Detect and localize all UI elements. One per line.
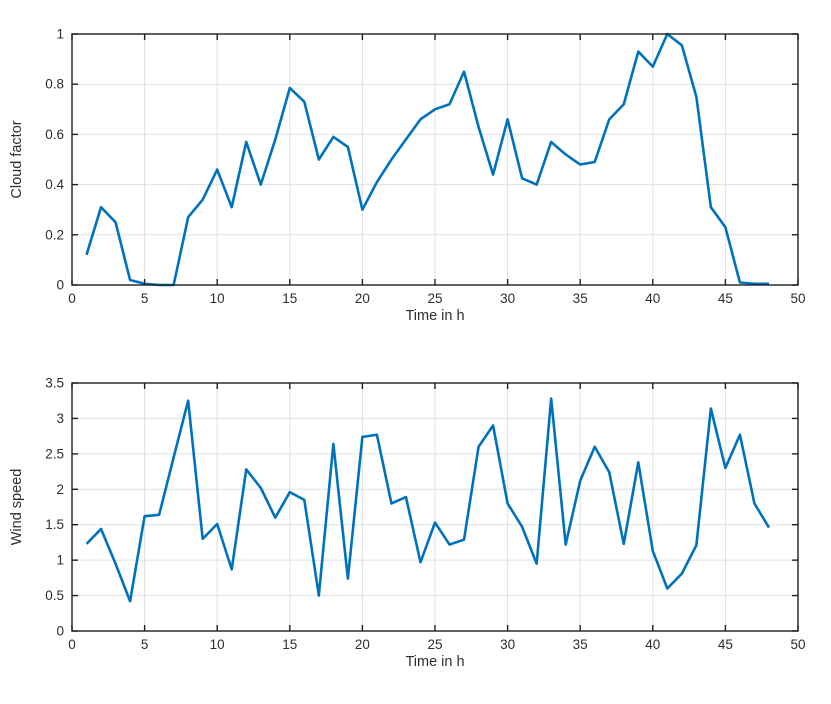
y-axis-label: Wind speed (9, 469, 25, 546)
x-axis-tick-label: 50 (790, 637, 805, 652)
data-line (85, 32, 769, 287)
x-axis-tick-label: 40 (645, 637, 660, 652)
y-axis-tick-label: 0.6 (45, 127, 64, 142)
y-axis-label: Cloud factor (9, 120, 25, 198)
y-axis-tick-label: 3 (56, 411, 64, 426)
y-axis-tick-label: 0.5 (45, 588, 64, 603)
x-axis-tick-label: 0 (68, 637, 76, 652)
x-axis-tick-label: 25 (427, 291, 442, 306)
x-axis-tick-label: 35 (573, 291, 588, 306)
y-axis-tick-label: 2.5 (45, 446, 64, 461)
x-axis-tick-label: 25 (427, 637, 442, 652)
y-axis-tick-label: 3.5 (45, 376, 64, 391)
x-axis-tick-label: 45 (718, 637, 733, 652)
x-axis-label: Time in h (405, 654, 464, 670)
data-line (85, 397, 771, 603)
x-axis-label: Time in h (405, 308, 464, 324)
y-axis-tick-label: 1 (56, 27, 64, 42)
x-axis-tick-label: 45 (718, 291, 733, 306)
wind-speed-chart: 0 5 10 15 20 25 30 35 40 45 50 0 0.5 1 1.5 2 2.5 3 3.5 Time… (0, 352, 831, 704)
y-axis-tick-label: 0 (56, 278, 64, 293)
x-axis-tick-label: 30 (500, 637, 515, 652)
x-axis-tick-label: 35 (573, 637, 588, 652)
y-axis-tick-label: 1 (56, 553, 64, 568)
cloud-factor-chart: 0 5 10 15 20 25 30 35 40 45 50 0 0.2 0.4 0.6 0.8 1 Time i… (9, 27, 806, 325)
y-axis-tick-label: 0.8 (45, 77, 64, 92)
x-axis-tick-label: 30 (500, 291, 515, 306)
y-axis-tick-label: 0.4 (45, 177, 64, 192)
x-axis-tick-label: 0 (68, 291, 76, 306)
y-axis-tick-label: 0 (56, 624, 64, 639)
x-axis-tick-label: 40 (645, 291, 660, 306)
x-axis-tick-label: 5 (141, 291, 149, 306)
y-axis-tick-label: 2 (56, 482, 64, 497)
x-axis-tick-label: 5 (141, 637, 149, 652)
x-axis-tick-label: 15 (282, 637, 297, 652)
x-axis-tick-label: 20 (355, 291, 370, 306)
x-axis-tick-label: 50 (790, 291, 805, 306)
y-axis-tick-label: 0.2 (45, 227, 64, 242)
x-axis-tick-label: 10 (210, 637, 225, 652)
x-axis-tick-label: 10 (210, 291, 225, 306)
x-axis-tick-label: 20 (355, 637, 370, 652)
y-axis-tick-label: 1.5 (45, 517, 64, 532)
x-axis-tick-label: 15 (282, 291, 297, 306)
chart-canvas: 0 5 10 15 20 25 30 35 40 45 50 0 0.5 1 1.5 2 2.5 3 3.5 Time… (9, 376, 806, 671)
chart-canvas: 0 5 10 15 20 25 30 35 40 45 50 0 0.2 0.4 0.6 0.8 1 Time i… (9, 27, 806, 325)
